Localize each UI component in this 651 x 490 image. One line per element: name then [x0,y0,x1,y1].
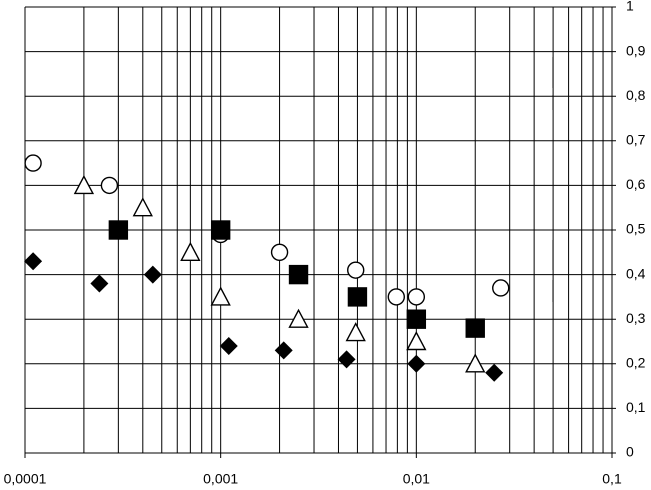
marker-diamond [219,336,238,355]
marker-square [465,318,485,338]
marker-circle [270,243,289,262]
x-tick-label: 0,0001 [4,471,47,487]
marker-square [288,264,309,285]
marker-circle [347,261,365,279]
marker-diamond [274,341,293,360]
y-tick-label: 0,8 [626,87,646,103]
marker-triangle [345,322,366,342]
x-tick-label: 0,01 [403,471,430,487]
marker-square [108,220,129,240]
marker-diamond [143,265,162,284]
marker-triangle [210,286,231,306]
y-tick-label: 0,3 [626,310,646,326]
marker-circle [24,154,42,172]
marker-square [406,309,427,329]
marker-diamond [485,363,504,382]
y-tick-label: 0,1 [626,399,646,415]
marker-triangle [132,197,153,217]
marker-circle [100,176,119,195]
marker-triangle [406,331,427,351]
marker-triangle [73,174,95,195]
y-tick-label: 0 [626,444,634,460]
marker-square [210,220,231,240]
marker-square [347,287,368,307]
x-tick-label: 0,1 [602,471,622,487]
y-tick-label: 0,7 [626,132,646,148]
y-tick-label: 0,9 [626,42,646,58]
marker-triangle [180,241,201,261]
marker-circle [407,288,426,306]
marker-diamond [337,350,356,369]
y-tick-label: 1 [626,0,634,14]
x-tick-label: 0,001 [203,471,238,487]
marker-triangle [465,353,486,373]
marker-diamond [407,354,426,373]
y-tick-label: 0,4 [626,265,646,281]
marker-circle [387,288,406,306]
marker-circle [492,279,510,297]
y-tick-label: 0,5 [626,221,646,237]
marker-diamond [24,252,43,271]
marker-triangle [288,308,309,328]
marker-diamond [90,274,109,293]
y-tick-label: 0,6 [626,176,646,192]
y-tick-label: 0,2 [626,355,646,371]
